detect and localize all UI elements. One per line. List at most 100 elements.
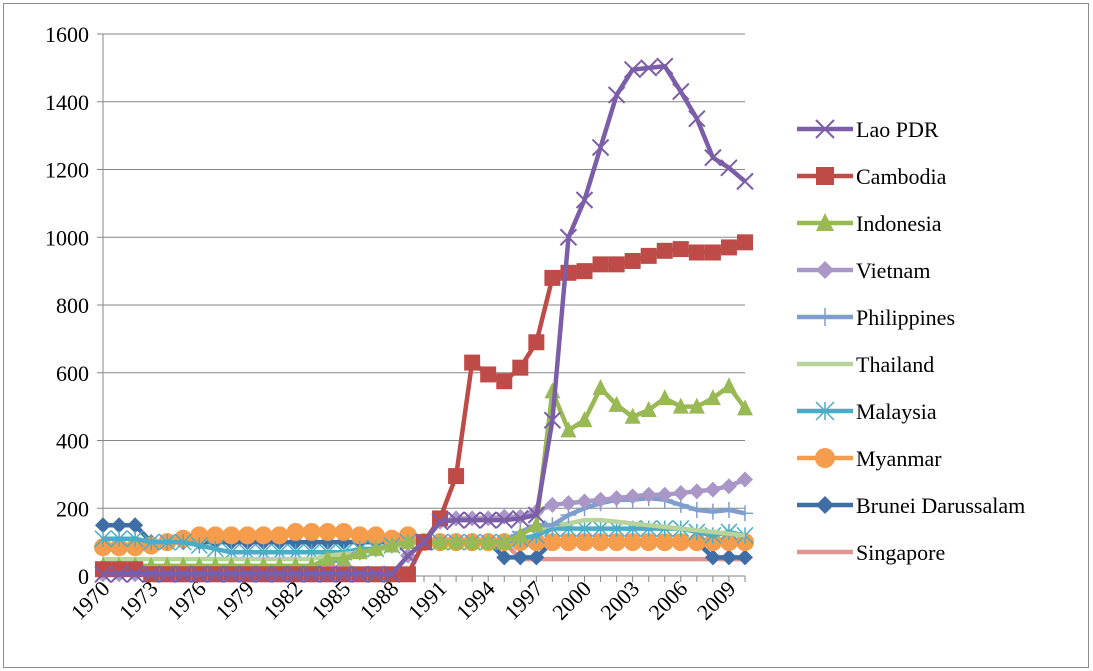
- data-point-marker: [688, 397, 705, 414]
- data-point-marker: [816, 496, 834, 514]
- data-point-marker: [448, 533, 465, 550]
- y-tick-label: 600: [56, 361, 89, 386]
- data-point-marker: [544, 517, 561, 534]
- legend-label: Vietnam: [856, 258, 930, 283]
- data-point-marker: [238, 526, 257, 545]
- data-point-marker: [672, 397, 689, 414]
- data-point-marker: [576, 263, 593, 280]
- data-point-marker: [126, 530, 144, 548]
- y-tick-label: 400: [56, 429, 89, 454]
- series-lao-pdr: [94, 57, 754, 584]
- x-tick-label: 1997: [499, 576, 548, 625]
- data-point-marker: [142, 533, 160, 551]
- data-point-marker: [528, 516, 545, 533]
- data-point-marker: [302, 565, 321, 584]
- data-point-marker: [464, 533, 481, 550]
- data-point-marker: [719, 533, 738, 552]
- data-point-marker: [528, 334, 545, 351]
- data-point-marker: [399, 533, 416, 550]
- data-point-marker: [238, 565, 257, 584]
- data-point-marker: [399, 566, 416, 583]
- data-point-marker: [575, 191, 594, 209]
- data-point-marker: [334, 522, 353, 541]
- legend-item: Thailand: [797, 352, 934, 377]
- legend-item: Singapore: [797, 540, 945, 565]
- data-point-marker: [559, 228, 578, 246]
- legend-label: Philippines: [856, 305, 955, 330]
- data-point-marker: [816, 308, 834, 326]
- data-point-marker: [704, 549, 721, 566]
- data-point-marker: [512, 359, 529, 376]
- grid-lines: [103, 33, 745, 509]
- y-tick-label: 1000: [45, 225, 89, 250]
- data-point-marker: [688, 244, 705, 261]
- data-point-marker: [688, 109, 706, 128]
- data-point-marker: [687, 533, 706, 552]
- y-tick-label: 1600: [45, 22, 89, 47]
- data-point-marker: [607, 533, 626, 552]
- data-point-marker: [158, 565, 176, 584]
- data-point-marker: [528, 549, 545, 566]
- data-point-marker: [688, 501, 705, 518]
- data-point-marker: [672, 485, 689, 502]
- legend-item: Myanmar: [797, 446, 942, 471]
- y-tick-label: 200: [56, 496, 89, 521]
- data-point-marker: [190, 536, 208, 555]
- data-point-marker: [512, 549, 529, 566]
- data-point-marker: [575, 533, 594, 552]
- data-point-marker: [383, 565, 401, 584]
- data-point-marker: [512, 526, 529, 543]
- data-point-marker: [158, 533, 176, 551]
- data-point-marker: [190, 526, 209, 545]
- x-tick-label: 1988: [355, 576, 404, 625]
- legend-label: Thailand: [856, 352, 934, 377]
- data-point-marker: [576, 493, 593, 510]
- data-point-marker: [206, 540, 224, 558]
- data-point-marker: [495, 511, 513, 529]
- data-point-marker: [206, 565, 225, 584]
- x-tick-label: 2009: [692, 576, 741, 625]
- legend-item: Indonesia: [797, 211, 942, 236]
- data-point-marker: [640, 486, 657, 503]
- data-point-marker: [737, 399, 753, 416]
- x-tick-label: 1991: [403, 576, 452, 625]
- legend-item: Vietnam: [797, 258, 930, 283]
- x-tick-label: 1976: [162, 576, 211, 625]
- data-point-marker: [560, 421, 577, 438]
- data-point-marker: [335, 565, 353, 584]
- data-point-marker: [174, 565, 192, 584]
- data-point-marker: [496, 373, 513, 390]
- data-point-marker: [110, 565, 128, 584]
- legend-label: Brunei Darussalam: [856, 493, 1025, 518]
- data-point-marker: [656, 389, 673, 406]
- data-point-marker: [110, 530, 128, 548]
- data-point-marker: [496, 533, 513, 550]
- data-point-marker: [815, 448, 835, 468]
- data-point-marker: [254, 565, 273, 584]
- legend-label: Lao PDR: [856, 117, 939, 142]
- data-point-marker: [704, 389, 721, 406]
- data-point-marker: [704, 244, 721, 261]
- x-tick-label: 1973: [114, 576, 163, 625]
- legend-item: Philippines: [797, 305, 955, 330]
- data-point-marker: [623, 60, 642, 79]
- data-point-marker: [737, 505, 753, 522]
- x-tick-label: 2006: [644, 576, 693, 625]
- data-point-marker: [591, 138, 610, 157]
- data-point-marker: [624, 407, 641, 424]
- y-tick-label: 1200: [45, 158, 89, 183]
- data-point-marker: [319, 550, 336, 567]
- data-point-marker: [254, 526, 273, 545]
- data-point-marker: [672, 82, 690, 101]
- data-point-marker: [672, 241, 689, 258]
- data-point-marker: [350, 526, 369, 545]
- data-point-marker: [448, 468, 465, 485]
- x-tick-label: 1970: [66, 576, 115, 625]
- data-point-marker: [95, 517, 111, 534]
- data-point-marker: [511, 509, 530, 528]
- data-point-marker: [286, 522, 305, 541]
- data-point-marker: [671, 533, 690, 552]
- data-point-marker: [479, 511, 497, 529]
- data-point-marker: [206, 526, 225, 545]
